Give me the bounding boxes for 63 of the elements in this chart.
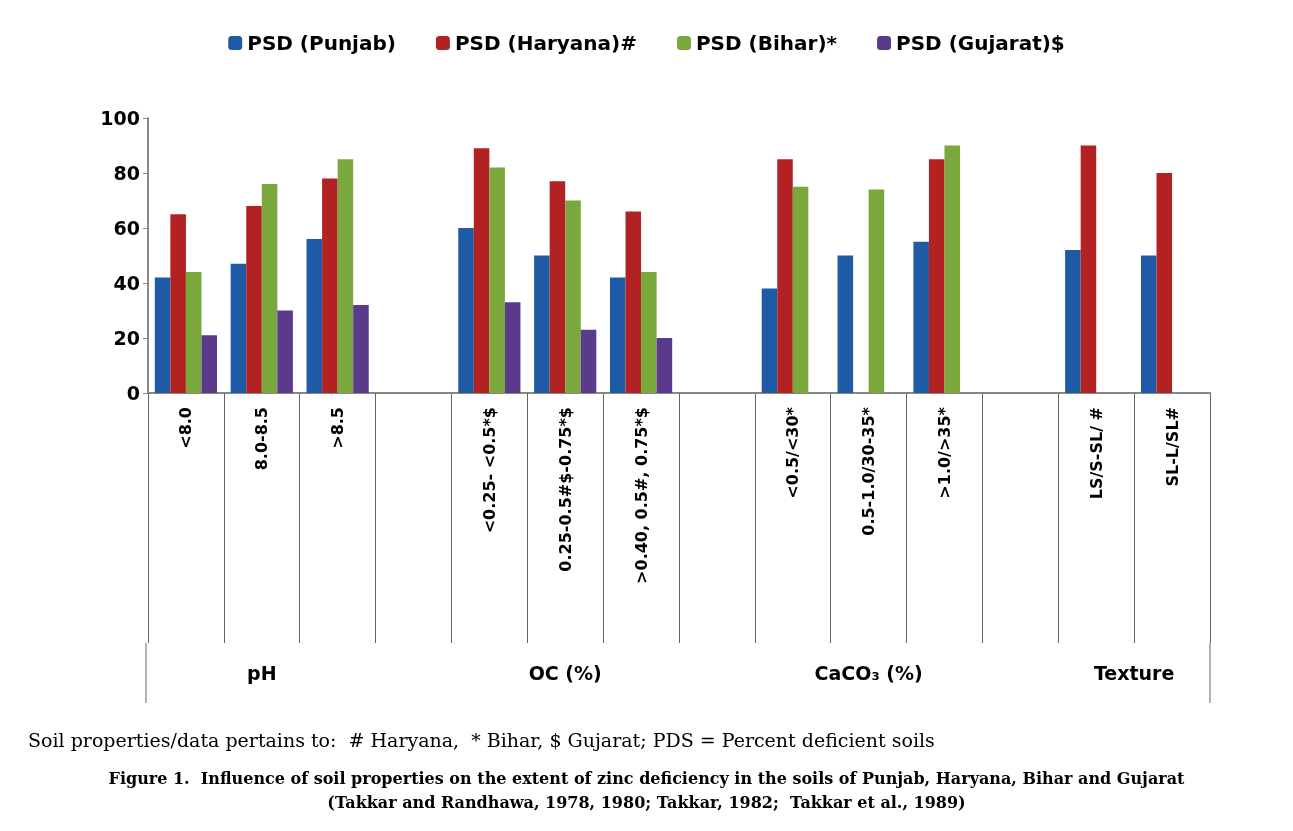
y-tick-label: 100 xyxy=(100,107,140,129)
bar xyxy=(609,277,626,393)
bar xyxy=(913,241,929,393)
text: OC (%) xyxy=(528,662,602,684)
bar xyxy=(261,184,278,393)
text: pH xyxy=(247,662,277,684)
bar xyxy=(246,206,262,393)
x-tick-label: <0.5/<30* xyxy=(783,406,803,499)
bar xyxy=(504,302,521,393)
bar xyxy=(170,214,186,393)
x-tick-label: LS/S-SL/ # xyxy=(1086,407,1106,500)
bar xyxy=(1156,173,1173,393)
bar xyxy=(565,200,581,393)
bar xyxy=(1080,145,1097,393)
bar xyxy=(277,310,293,393)
bar xyxy=(353,305,369,393)
bar xyxy=(792,186,809,393)
bar xyxy=(761,288,778,393)
x-tick-label: <8.0 xyxy=(176,407,196,449)
bar xyxy=(549,181,566,393)
bar xyxy=(473,148,490,393)
bar xyxy=(868,189,885,393)
y-tick-label: 40 xyxy=(113,272,140,294)
bar xyxy=(944,145,961,393)
bar xyxy=(154,277,171,393)
bar xyxy=(306,239,323,393)
bar xyxy=(534,255,550,393)
legend-label: PSD (Punjab) xyxy=(247,31,396,55)
bar xyxy=(1065,250,1081,393)
bar xyxy=(580,329,597,393)
bar xyxy=(1140,255,1157,393)
text: Soil properties/data pertains to: # Haryana, * Bihar, $ Gujarat; PDS = Percent deficient soils xyxy=(28,729,935,751)
x-tick-label: >0.40, 0.5#, 0.75*$ xyxy=(631,407,651,584)
bar xyxy=(185,272,202,393)
y-tick-label: 20 xyxy=(113,327,140,349)
x-tick-label: 0.5-1.0/30-35* xyxy=(859,406,879,536)
bar xyxy=(777,159,793,393)
text: Texture xyxy=(1093,662,1175,684)
legend-label: PSD (Bihar)* xyxy=(695,31,838,55)
y-tick-label: 0 xyxy=(126,382,140,404)
bar xyxy=(837,255,854,393)
y-tick-label: 80 xyxy=(113,162,140,184)
text: CaCO₃ (%) xyxy=(814,662,923,684)
bar xyxy=(458,228,474,393)
bar xyxy=(322,178,338,393)
x-tick-label: 0.25-0.5#$-0.75*$ xyxy=(555,407,575,572)
x-tick-label: 8.0-8.5 xyxy=(252,407,272,471)
caption: Figure 1. Influence of soil properties on the extent of zinc deficiency in the soils of Punjab, Haryana, Bihar and Gujarat (Takkar and Randhawa, 1978, 1980; Takkar, 1982; Takkar et al., 1989) xyxy=(108,768,1186,812)
bar xyxy=(656,338,673,393)
y-tick-label: 60 xyxy=(113,217,140,239)
legend-label: PSD (Gujarat)$ xyxy=(896,31,1065,55)
bar xyxy=(625,211,642,393)
x-tick-label: <0.25- <0.5*$ xyxy=(479,407,499,534)
bar xyxy=(337,159,354,393)
bar xyxy=(641,272,657,393)
legend-label: PSD (Haryana)# xyxy=(454,31,637,55)
bar xyxy=(928,159,945,393)
bar xyxy=(201,335,218,393)
bar xyxy=(230,263,247,393)
x-tick-label: >8.5 xyxy=(328,407,348,449)
x-tick-label: >1.0/>35* xyxy=(935,406,954,499)
x-tick-label: SL-L/SL# xyxy=(1162,407,1182,487)
bar xyxy=(489,167,505,393)
